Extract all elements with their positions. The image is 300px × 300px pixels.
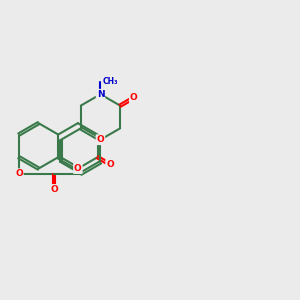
Text: O: O [50, 185, 58, 194]
Text: O: O [130, 93, 138, 102]
Text: O: O [15, 169, 23, 178]
Text: N: N [97, 90, 104, 99]
Text: O: O [106, 160, 114, 169]
Text: O: O [74, 164, 82, 173]
Text: O: O [97, 135, 104, 144]
Text: CH₃: CH₃ [103, 77, 118, 86]
